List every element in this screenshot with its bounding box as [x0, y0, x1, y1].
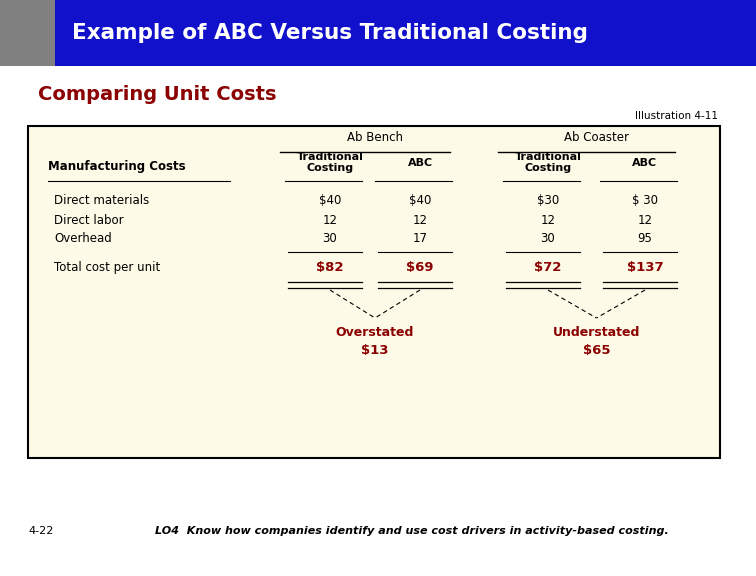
Text: 12: 12 — [413, 214, 427, 226]
Text: $40: $40 — [409, 195, 431, 207]
Text: $72: $72 — [534, 262, 562, 275]
Text: Traditional: Traditional — [296, 152, 364, 162]
Text: Understated: Understated — [553, 326, 640, 339]
Text: 17: 17 — [413, 233, 427, 245]
Text: $65: $65 — [583, 344, 610, 357]
Text: $137: $137 — [627, 262, 663, 275]
Text: Illustration 4-11: Illustration 4-11 — [635, 111, 718, 121]
Text: 30: 30 — [323, 233, 337, 245]
Text: Direct labor: Direct labor — [54, 214, 124, 226]
Text: 95: 95 — [637, 233, 652, 245]
Text: $ 30: $ 30 — [632, 195, 658, 207]
Text: 30: 30 — [541, 233, 556, 245]
Text: Overhead: Overhead — [54, 233, 112, 245]
Text: Example of ABC Versus Traditional Costing: Example of ABC Versus Traditional Costin… — [72, 23, 588, 43]
Bar — [55, 0, 756, 66]
Text: Total cost per unit: Total cost per unit — [54, 262, 160, 275]
Text: Manufacturing Costs: Manufacturing Costs — [48, 160, 186, 173]
Text: ABC: ABC — [633, 158, 658, 168]
Text: 4-22: 4-22 — [28, 526, 54, 536]
Text: Overstated: Overstated — [336, 326, 414, 339]
Text: LO4  Know how companies identify and use cost drivers in activity-based costing.: LO4 Know how companies identify and use … — [155, 526, 669, 536]
Text: $13: $13 — [361, 344, 389, 357]
Text: $69: $69 — [406, 262, 434, 275]
Text: $40: $40 — [319, 195, 341, 207]
Text: Ab Coaster: Ab Coaster — [564, 131, 629, 144]
Text: ABC: ABC — [407, 158, 432, 168]
Text: $30: $30 — [537, 195, 559, 207]
Bar — [28, 126, 720, 458]
Text: Comparing Unit Costs: Comparing Unit Costs — [38, 85, 277, 104]
Text: Traditional: Traditional — [515, 152, 581, 162]
Bar — [0, 0, 55, 66]
Text: 12: 12 — [541, 214, 556, 226]
Text: 12: 12 — [323, 214, 337, 226]
Text: Direct materials: Direct materials — [54, 195, 149, 207]
Text: $82: $82 — [316, 262, 344, 275]
Text: 12: 12 — [637, 214, 652, 226]
Text: Costing: Costing — [525, 163, 572, 173]
Text: Costing: Costing — [306, 163, 354, 173]
Text: Ab Bench: Ab Bench — [347, 131, 403, 144]
